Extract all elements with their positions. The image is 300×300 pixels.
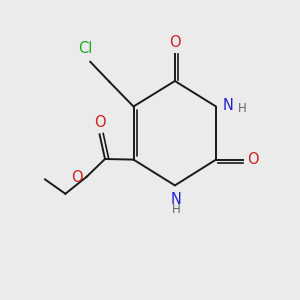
Text: O: O	[247, 152, 259, 167]
Text: N: N	[223, 98, 233, 112]
Text: O: O	[71, 169, 83, 184]
Text: O: O	[94, 116, 105, 130]
Text: O: O	[169, 35, 181, 50]
Text: H: H	[172, 203, 181, 216]
Text: N: N	[171, 192, 182, 207]
Text: H: H	[238, 102, 247, 116]
Text: Cl: Cl	[78, 41, 93, 56]
